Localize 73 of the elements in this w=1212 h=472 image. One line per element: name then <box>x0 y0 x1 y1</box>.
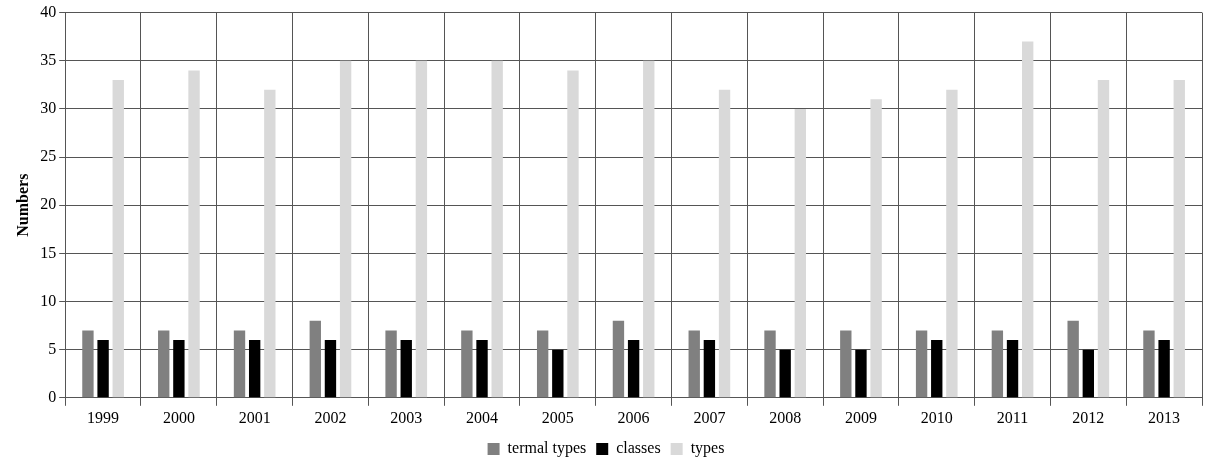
x-tick-label: 2007 <box>693 408 726 426</box>
x-tick-label: 2012 <box>1072 408 1105 426</box>
x-tick-label: 2004 <box>466 408 499 426</box>
x-tick-label: 2010 <box>920 408 953 426</box>
bar <box>400 340 412 398</box>
bar <box>1158 340 1170 398</box>
bar <box>779 349 791 398</box>
x-tick-label: 2003 <box>390 408 423 426</box>
legend-label: types <box>690 439 725 458</box>
bar <box>1143 330 1155 398</box>
bar <box>248 340 261 398</box>
legend-label: classes <box>616 439 661 457</box>
bar <box>1097 80 1110 398</box>
y-tick-label: 25 <box>40 147 57 165</box>
bar <box>991 330 1004 398</box>
x-tick-label: 2011 <box>996 408 1029 426</box>
y-tick-label: 5 <box>48 339 57 357</box>
y-tick-label: 0 <box>48 388 57 405</box>
bar <box>1173 80 1185 398</box>
bar <box>1082 349 1094 398</box>
x-tick-label: 2000 <box>162 408 195 426</box>
y-axis-title: Numbers <box>13 173 31 237</box>
bar <box>536 330 549 398</box>
x-tick-label: 2008 <box>769 408 802 426</box>
bar <box>612 320 625 398</box>
bar <box>324 340 337 398</box>
x-tick-label: 2009 <box>844 408 877 426</box>
bar <box>764 330 776 398</box>
bar <box>415 60 428 398</box>
y-tick-label: 30 <box>40 99 57 117</box>
bar <box>1006 340 1019 398</box>
bar <box>158 330 170 398</box>
bar <box>385 330 397 398</box>
bar <box>188 70 200 398</box>
bar <box>1022 41 1034 398</box>
x-tick-label: 2006 <box>617 408 650 426</box>
bar <box>264 89 276 398</box>
bar <box>703 340 716 398</box>
x-tick-label: 2005 <box>541 408 574 426</box>
bar <box>491 60 503 398</box>
bar <box>339 60 352 398</box>
bar <box>627 340 640 398</box>
bar <box>173 340 185 398</box>
bar <box>915 330 928 398</box>
bar <box>82 330 94 398</box>
bar <box>643 60 655 398</box>
bar <box>309 320 321 398</box>
bar <box>688 330 700 398</box>
bar <box>97 340 109 398</box>
bar <box>233 330 246 398</box>
bar <box>718 89 731 398</box>
x-tick-label: 2013 <box>1148 408 1181 426</box>
bar <box>946 89 958 398</box>
bar <box>855 349 867 398</box>
y-tick-label: 20 <box>40 195 57 213</box>
bar <box>794 108 807 398</box>
y-tick-label: 15 <box>40 243 57 261</box>
x-tick-label: 2001 <box>238 408 271 426</box>
bar <box>1067 320 1079 398</box>
x-tick-label: 1999 <box>87 408 120 426</box>
legend-label: termal types <box>507 439 587 458</box>
bar <box>870 99 882 398</box>
bar <box>461 330 473 398</box>
x-tick-label: 2002 <box>314 408 347 426</box>
bar <box>476 340 488 398</box>
y-tick-label: 35 <box>40 50 57 68</box>
bar <box>840 330 852 398</box>
bar <box>931 340 943 398</box>
y-tick-label: 10 <box>40 291 57 309</box>
bar <box>567 70 579 398</box>
y-tick-label: 40 <box>40 2 57 20</box>
bar <box>552 349 564 398</box>
bar <box>112 80 124 398</box>
